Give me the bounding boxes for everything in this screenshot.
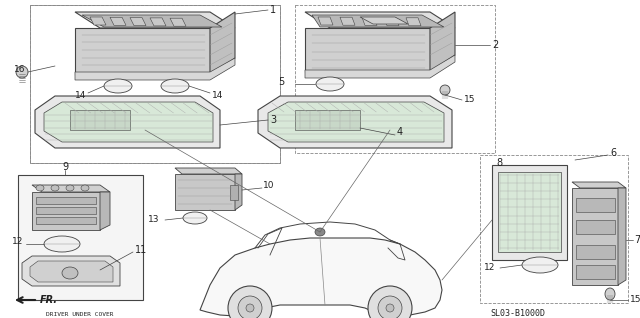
Ellipse shape [16,66,28,78]
Polygon shape [576,220,615,234]
Ellipse shape [66,185,74,191]
Polygon shape [150,18,166,26]
Polygon shape [200,238,442,316]
Text: 12: 12 [12,238,24,246]
Circle shape [386,304,394,312]
Polygon shape [318,17,333,25]
Ellipse shape [104,79,132,93]
Polygon shape [572,188,618,285]
Polygon shape [22,256,120,286]
Polygon shape [175,174,235,210]
Circle shape [246,304,254,312]
Text: 7: 7 [634,235,640,245]
Text: SL03-B1000D: SL03-B1000D [490,308,545,317]
Bar [230,185,238,200]
Bar [18,175,143,300]
Polygon shape [82,15,222,27]
Ellipse shape [316,77,344,91]
Polygon shape [36,217,96,224]
Polygon shape [110,17,126,25]
Bar [295,5,495,153]
Bar [492,165,567,260]
Polygon shape [75,12,235,28]
Polygon shape [44,102,213,142]
Polygon shape [36,197,96,204]
Text: 14: 14 [75,92,86,100]
Text: DRIVER UNDER COVER: DRIVER UNDER COVER [46,312,114,316]
Text: 2: 2 [492,40,499,50]
Ellipse shape [183,212,207,224]
Polygon shape [170,18,186,26]
Ellipse shape [51,185,59,191]
Text: 8: 8 [496,158,502,168]
Text: 10: 10 [263,182,275,190]
Text: 9: 9 [62,162,68,172]
Ellipse shape [81,185,89,191]
Polygon shape [235,174,242,210]
Polygon shape [90,17,106,25]
Ellipse shape [605,288,615,300]
Polygon shape [268,102,444,142]
Text: 14: 14 [212,92,223,100]
Polygon shape [30,261,113,282]
Circle shape [368,286,412,318]
Polygon shape [100,192,110,230]
Polygon shape [362,17,377,25]
Bar [30,5,280,163]
Ellipse shape [522,257,558,273]
Polygon shape [305,28,430,72]
Text: 3: 3 [270,115,276,125]
Ellipse shape [161,79,189,93]
Polygon shape [210,12,235,75]
Polygon shape [258,96,452,148]
Polygon shape [576,245,615,259]
Text: 6: 6 [610,148,616,158]
Ellipse shape [315,228,325,236]
Bar [498,172,561,252]
Polygon shape [384,17,399,26]
Polygon shape [305,12,455,28]
Circle shape [228,286,272,318]
Text: 13: 13 [148,216,159,225]
Text: 11: 11 [135,245,147,255]
Polygon shape [32,185,110,192]
Bar [30,5,280,163]
Text: 4: 4 [397,127,403,137]
Polygon shape [295,110,360,130]
Polygon shape [406,18,421,26]
Ellipse shape [62,267,78,279]
Polygon shape [312,15,444,27]
Text: 15: 15 [464,95,476,105]
Text: 1: 1 [270,5,276,15]
Text: FR.: FR. [40,295,58,305]
Circle shape [238,296,262,318]
Polygon shape [175,168,242,174]
Polygon shape [340,17,355,25]
Polygon shape [75,28,210,75]
Ellipse shape [36,185,44,191]
Bar [480,155,628,303]
Ellipse shape [44,236,80,252]
Polygon shape [430,12,455,72]
Polygon shape [360,17,408,24]
Polygon shape [618,188,626,285]
Polygon shape [35,96,220,148]
Polygon shape [305,55,455,78]
Polygon shape [130,17,146,26]
Polygon shape [572,182,626,188]
Polygon shape [576,265,615,279]
Circle shape [378,296,402,318]
Text: 15: 15 [630,295,640,305]
Text: 16: 16 [14,66,26,74]
Polygon shape [32,192,100,230]
Text: 12: 12 [484,262,495,272]
Polygon shape [75,58,235,80]
Polygon shape [70,110,130,130]
Polygon shape [36,207,96,214]
Polygon shape [576,198,615,212]
Ellipse shape [440,85,450,95]
Text: 5: 5 [278,77,284,87]
